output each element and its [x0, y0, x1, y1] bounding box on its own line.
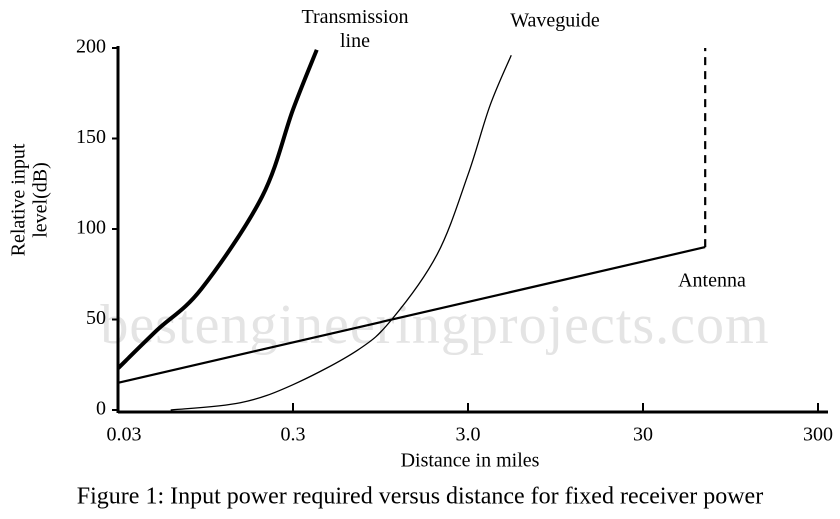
y-tick-label: 50 [86, 307, 106, 329]
x-tick-label: 0.03 [107, 424, 142, 446]
y-axis-label-line: level(dB) [30, 162, 52, 238]
series-label: Waveguide [510, 10, 600, 32]
x-tick-label: 3.0 [456, 424, 481, 446]
series-line [116, 49, 319, 370]
series-label-line: line [340, 30, 370, 52]
series-line [170, 54, 512, 411]
series-segment [117, 246, 706, 384]
x-tick-label: 300 [803, 424, 833, 446]
watermark: bestengineeringprojects.com [100, 294, 769, 356]
series-label-line: Transmission [301, 6, 408, 28]
y-axis-label-line: Relative input [8, 143, 30, 256]
y-tick-label: 100 [76, 217, 106, 239]
x-tick-label: 30 [633, 424, 653, 446]
x-axis-label: Distance in miles [401, 450, 540, 472]
series-label: Transmission line [301, 6, 408, 52]
series-label: Antenna [678, 270, 746, 292]
caption: Figure 1: Input power required versus di… [77, 484, 763, 510]
y-tick-label: 150 [76, 126, 106, 148]
x-tick-label: 0.3 [281, 424, 306, 446]
y-axis-label: Relative input level(dB) [8, 143, 52, 256]
y-tick-label: 0 [96, 398, 106, 420]
y-tick-label: 200 [76, 36, 106, 58]
